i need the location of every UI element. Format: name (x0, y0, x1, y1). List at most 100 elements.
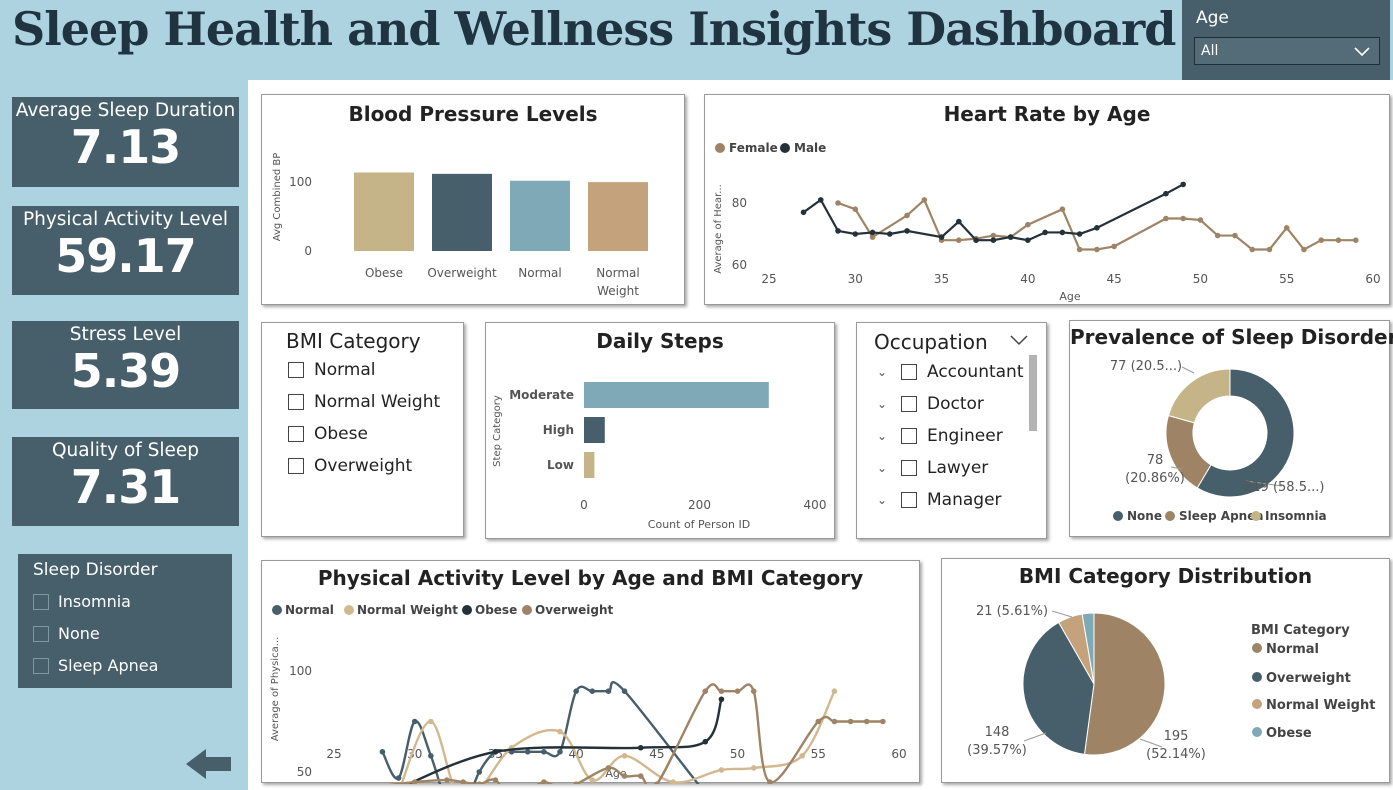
chart-title: Blood Pressure Levels (348, 102, 598, 126)
checkbox[interactable] (288, 394, 304, 410)
slicer-option-sleep-apnea[interactable]: Sleep Apnea (33, 656, 158, 675)
option-label: Insomnia (58, 592, 131, 611)
sleep-disorders-chart: 219 (58.5...) 78 (20.86%) 77 (20.5...) None S… (1110, 359, 1327, 523)
x-tick-label: Normal (596, 266, 639, 280)
y-tick-label: 60 (732, 258, 747, 272)
data-point (815, 718, 822, 725)
legend-marker (344, 605, 354, 615)
chevron-down-icon[interactable]: ⌄ (877, 493, 888, 507)
data-point (880, 718, 886, 725)
age-slicer-label: Age (1196, 8, 1229, 28)
chart-title: Heart Rate by Age (943, 102, 1151, 126)
legend-label: Female (729, 141, 778, 155)
data-point (869, 234, 876, 240)
kpi-physical-activity-level: Physical Activity Level 59.17 (12, 206, 239, 295)
data-point (956, 218, 962, 225)
back-arrow-icon[interactable] (184, 746, 234, 782)
y-axis-label: Average of Physica... (270, 637, 281, 742)
data-point (605, 688, 612, 694)
legend-marker (522, 605, 532, 615)
kpi-label: Stress Level (69, 324, 182, 345)
checkbox[interactable] (33, 657, 49, 674)
slicer-option-accountant[interactable]: ⌄ Accountant (877, 362, 1024, 382)
checkbox[interactable] (288, 426, 304, 442)
blood-pressure-card: Blood Pressure Levels Avg Combined BP 0 10… (261, 94, 685, 305)
x-tick-label: 400 (804, 498, 827, 512)
data-point (637, 744, 644, 751)
data-point (428, 718, 434, 725)
data-point (702, 738, 709, 745)
pie-slice (1083, 612, 1166, 756)
chevron-down-icon[interactable] (1009, 333, 1029, 347)
x-tick-label: 45 (649, 747, 664, 761)
pie-slice (1081, 612, 1095, 685)
age-slicer: Age All (1182, 0, 1390, 80)
slicer-option-lawyer[interactable]: ⌄ Lawyer (877, 458, 988, 478)
data-point (621, 773, 628, 779)
data-point (835, 228, 841, 234)
data-point (411, 718, 418, 725)
data-point (718, 767, 725, 773)
checkbox[interactable] (288, 458, 304, 474)
data-point (1318, 237, 1325, 243)
data-point (990, 232, 997, 239)
chevron-down-icon[interactable]: ⌄ (877, 461, 888, 475)
data-point (1283, 225, 1290, 231)
x-tick-label: Weight (597, 284, 639, 298)
checkbox[interactable] (33, 593, 49, 610)
data-point (702, 688, 709, 694)
data-point (1042, 229, 1048, 236)
legend-marker (715, 143, 725, 153)
data-point (904, 228, 910, 234)
leader-line (1051, 610, 1073, 618)
kpi-label: Physical Activity Level (22, 209, 229, 230)
physical-activity-card: Physical Activity Level by Age and BMI C… (261, 560, 920, 784)
slicer-option-engineer[interactable]: ⌄ Engineer (877, 426, 1003, 446)
legend-marker (272, 605, 282, 615)
series-line (802, 183, 1184, 242)
checkbox[interactable] (33, 625, 49, 642)
bmi-distribution-chart: 195 (52.14%) 148 (39.57%) 21 (5.61%) BMI Cate… (967, 604, 1375, 762)
checkbox[interactable] (288, 362, 304, 378)
chevron-down-icon[interactable]: ⌄ (877, 397, 888, 411)
age-dropdown[interactable]: All (1194, 37, 1380, 65)
slicer-option-overweight[interactable]: Overweight (288, 456, 412, 476)
checkbox[interactable] (901, 492, 917, 508)
slicer-option-obese[interactable]: Obese (288, 424, 368, 444)
x-tick-label: 60 (891, 747, 906, 761)
slicer-option-insomnia[interactable]: Insomnia (33, 592, 131, 611)
checkbox[interactable] (901, 396, 917, 412)
option-label: Normal (314, 360, 376, 380)
data-point (904, 212, 910, 219)
legend-marker (1251, 511, 1261, 521)
chevron-down-icon[interactable]: ⌄ (877, 429, 888, 443)
slicer-title: BMI Category (286, 329, 421, 353)
data-point (750, 765, 757, 771)
slicer-option-manager[interactable]: ⌄ Manager (877, 490, 1002, 510)
sleep-disorder-slicer: Sleep Disorder Insomnia None Sleep Apnea (18, 554, 232, 688)
legend-label: Overweight (535, 603, 614, 617)
x-tick-label: 35 (934, 272, 949, 286)
leader-line (1245, 480, 1283, 487)
legend-label: Normal Weight (1266, 698, 1375, 713)
data-label: (39.57%) (967, 743, 1027, 758)
slicer-option-doctor[interactable]: ⌄ Doctor (877, 394, 984, 414)
checkbox[interactable] (901, 460, 917, 476)
checkbox[interactable] (901, 428, 917, 444)
data-point (444, 777, 450, 783)
scrollbar[interactable] (1029, 355, 1037, 431)
checkbox[interactable] (901, 364, 917, 380)
age-dropdown-value: All (1201, 43, 1219, 59)
option-label: Doctor (927, 394, 984, 414)
slicer-option-normal-weight[interactable]: Normal Weight (288, 392, 440, 412)
slicer-option-none[interactable]: None (33, 624, 100, 643)
data-point (990, 237, 997, 243)
y-tick-label: 80 (732, 196, 747, 210)
data-point (1059, 229, 1066, 236)
chevron-down-icon (1354, 47, 1370, 57)
chart-title: Prevalence of Sleep Disorders (1070, 325, 1393, 349)
data-point (1007, 234, 1014, 240)
data-point (921, 197, 928, 203)
chevron-down-icon[interactable]: ⌄ (877, 365, 888, 379)
slicer-option-normal[interactable]: Normal (288, 360, 376, 380)
